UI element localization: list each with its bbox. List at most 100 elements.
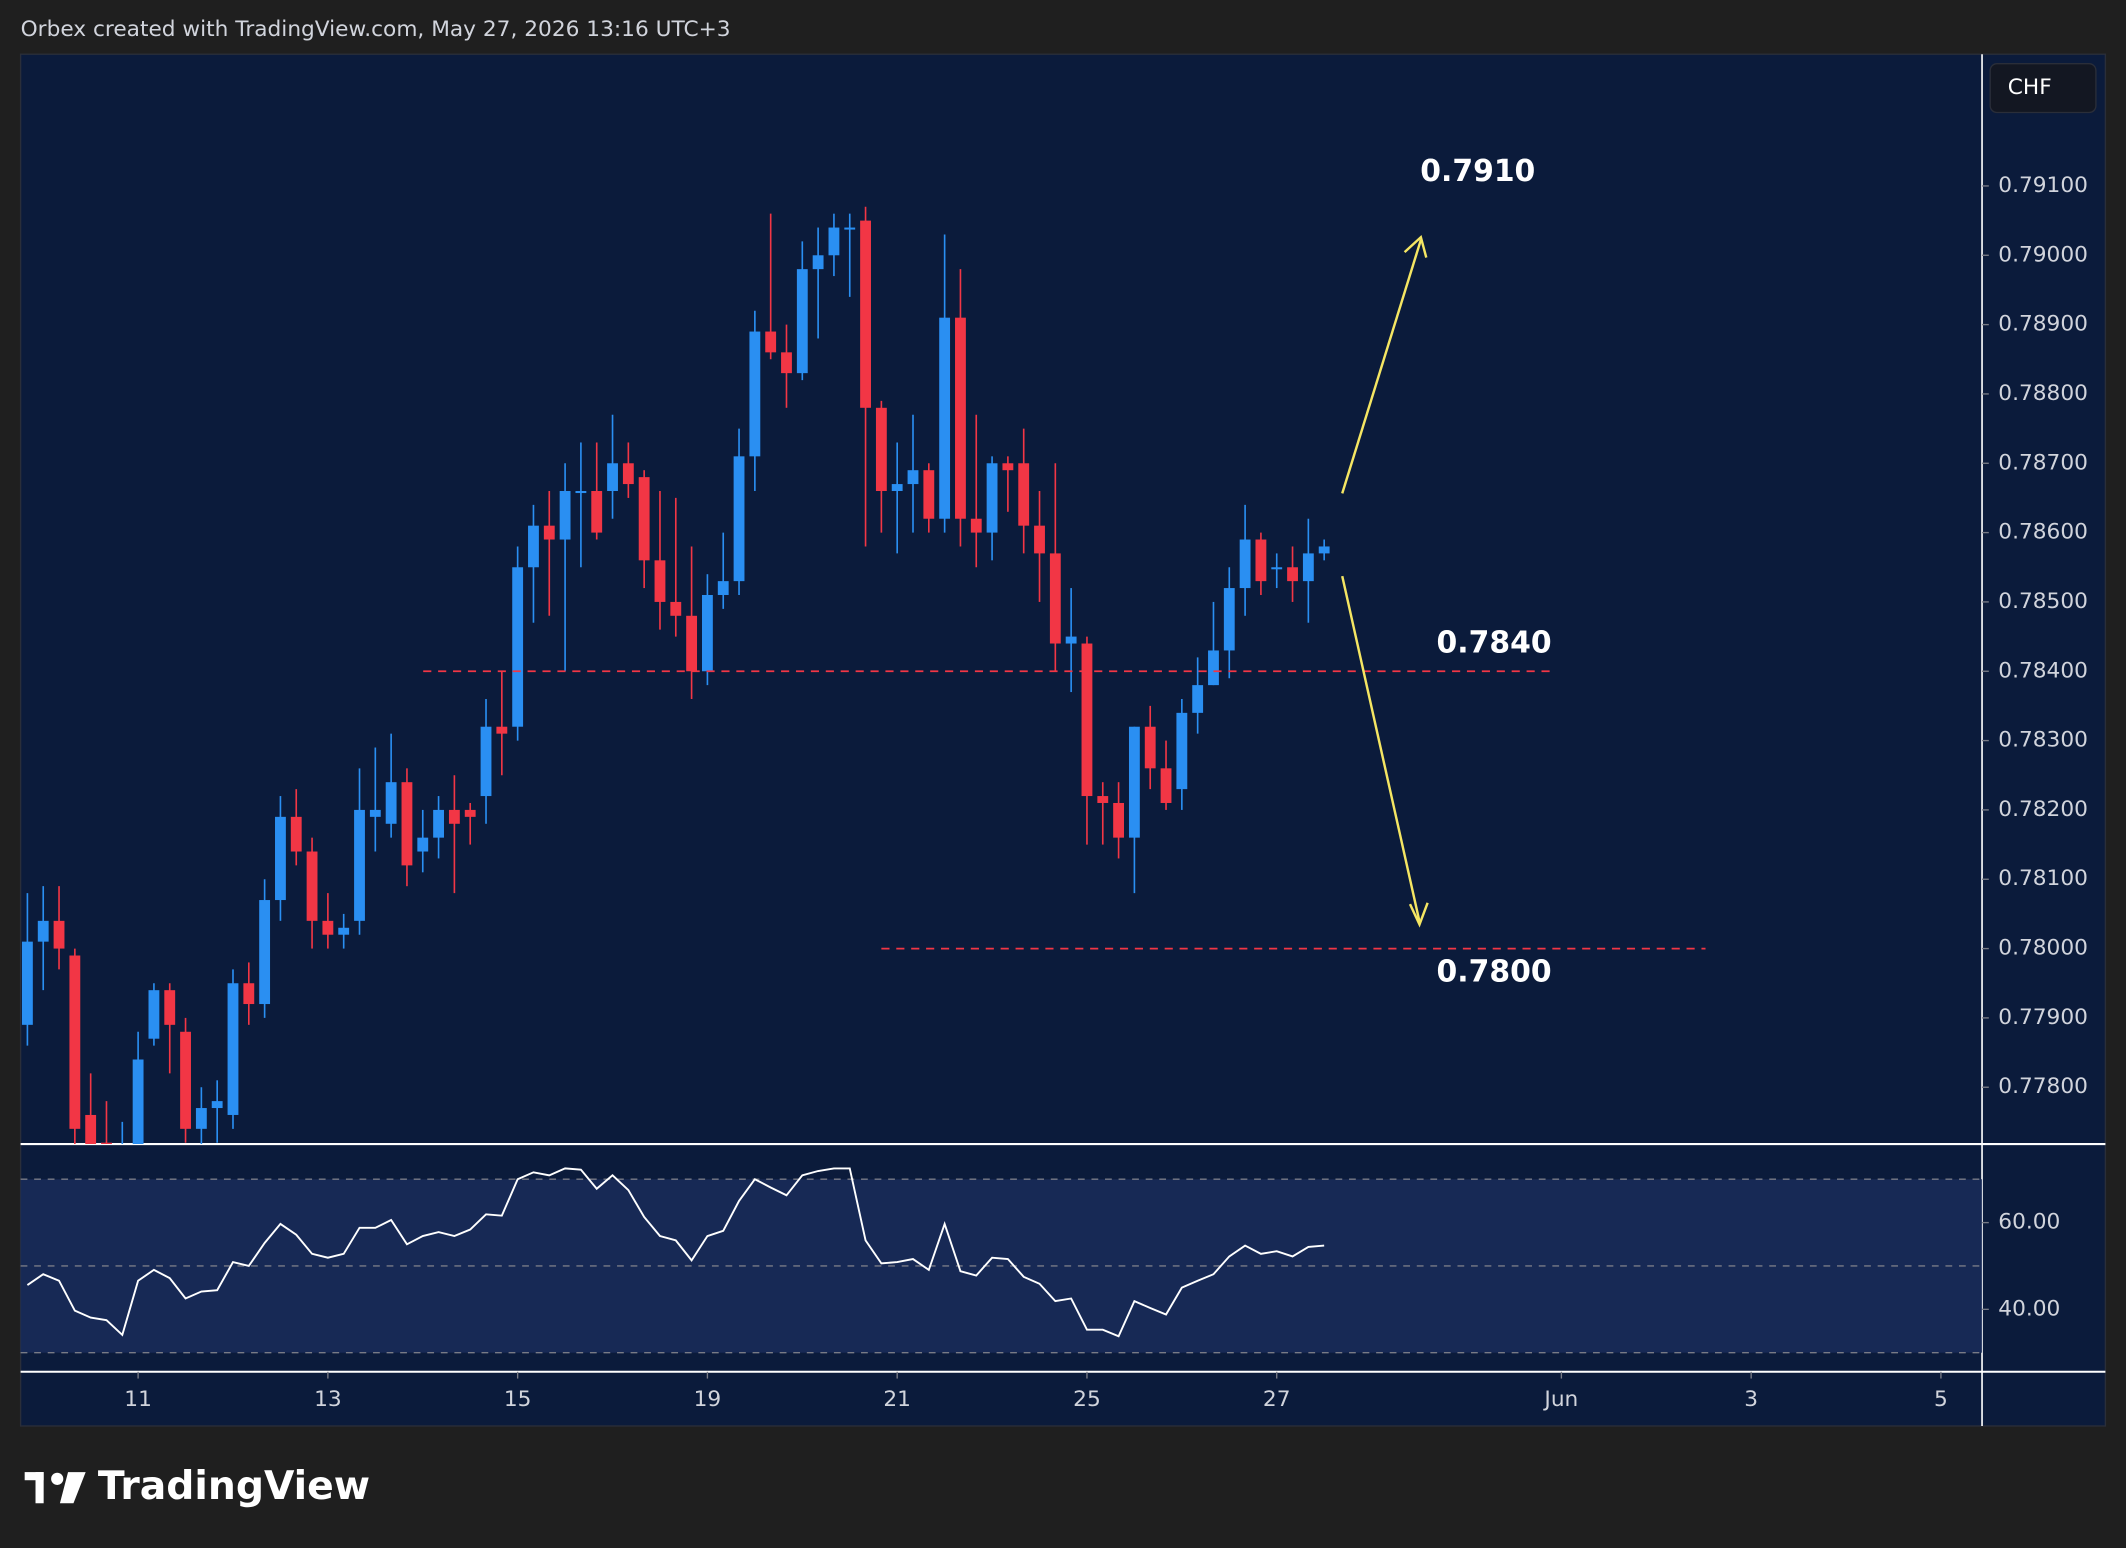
candle-body bbox=[101, 1142, 112, 1145]
logo-part bbox=[59, 1472, 86, 1504]
candle-body bbox=[638, 477, 650, 561]
candle-body bbox=[195, 1108, 207, 1129]
candle-body bbox=[939, 317, 951, 519]
candle-body bbox=[670, 601, 682, 616]
candle-body bbox=[480, 726, 492, 797]
candle-body bbox=[448, 809, 460, 824]
candle-body bbox=[53, 920, 65, 949]
candle-body bbox=[354, 809, 365, 921]
candle-body bbox=[1192, 685, 1204, 713]
candle-body bbox=[306, 851, 318, 921]
candle-body bbox=[733, 456, 745, 582]
candle-body bbox=[227, 983, 239, 1115]
x-tick-label: 15 bbox=[504, 1387, 532, 1412]
candle-body bbox=[417, 837, 429, 852]
annotations: 0.7910 0.7840 0.7800 bbox=[423, 154, 1706, 989]
x-tick-label: 21 bbox=[883, 1387, 911, 1412]
candle-body bbox=[654, 560, 666, 602]
candle-body bbox=[607, 463, 618, 491]
y-tick-label: 0.78400 bbox=[1998, 658, 2088, 683]
rsi-tick-label: 40.00 bbox=[1998, 1296, 2060, 1321]
logo-part bbox=[35, 1472, 44, 1504]
candle-body bbox=[1002, 463, 1014, 471]
candle-body bbox=[1113, 802, 1125, 838]
candle-body bbox=[749, 331, 761, 457]
candle-body bbox=[907, 470, 919, 485]
candle-body bbox=[275, 816, 286, 901]
candle-body bbox=[69, 955, 81, 1129]
candle-body bbox=[148, 990, 160, 1039]
candle-body bbox=[686, 615, 698, 672]
rsi-line bbox=[26, 1167, 1325, 1338]
arrow-down-head bbox=[1408, 902, 1429, 928]
x-tick-label: Jun bbox=[1542, 1387, 1578, 1412]
y-tick-label: 0.78500 bbox=[1998, 589, 2088, 614]
candle-body bbox=[322, 920, 334, 935]
candle-body bbox=[828, 227, 840, 256]
candle-body bbox=[970, 518, 982, 533]
x-tick-label: 11 bbox=[124, 1387, 152, 1412]
x-tick-label: 5 bbox=[1934, 1387, 1948, 1412]
candle-body bbox=[401, 782, 413, 866]
candle-body bbox=[496, 726, 508, 734]
y-tick-label: 0.78900 bbox=[1998, 312, 2088, 337]
y-tick-label: 0.78800 bbox=[1998, 381, 2088, 406]
arrow-up bbox=[1341, 239, 1423, 494]
candle-body bbox=[1128, 726, 1140, 838]
brand-logo bbox=[24, 1472, 86, 1504]
currency-badge[interactable] bbox=[1989, 63, 2097, 114]
arrows bbox=[1341, 234, 1429, 928]
x-tick-label: 19 bbox=[694, 1387, 722, 1412]
x-tick-label: 27 bbox=[1263, 1387, 1291, 1412]
candle-body bbox=[923, 470, 935, 519]
y-tick-label: 0.78300 bbox=[1998, 728, 2088, 753]
y-tick-label: 0.79100 bbox=[1998, 173, 2088, 198]
candle-body bbox=[701, 594, 713, 672]
candle-body bbox=[1176, 712, 1188, 790]
y-tick-label: 0.78600 bbox=[1998, 520, 2088, 545]
candle-body bbox=[21, 941, 33, 1025]
candle-body bbox=[1049, 553, 1061, 644]
candle-body bbox=[1144, 726, 1156, 769]
candle-body bbox=[622, 463, 634, 485]
candle-body bbox=[512, 567, 524, 727]
logo-part bbox=[24, 1472, 44, 1481]
candle-body bbox=[717, 581, 729, 595]
candle-body bbox=[1160, 768, 1172, 803]
header: Orbex created with TradingView.com, May … bbox=[21, 17, 731, 42]
y-tick-label: 0.78100 bbox=[1998, 866, 2088, 891]
candle-body bbox=[781, 352, 792, 374]
candle-body bbox=[765, 331, 777, 353]
arrow-down bbox=[1341, 575, 1421, 923]
candle-body bbox=[290, 816, 302, 852]
candle-body bbox=[243, 983, 255, 1005]
y-tick-label: 0.77900 bbox=[1998, 1005, 2088, 1030]
candle-body bbox=[1034, 525, 1045, 554]
candle-body bbox=[1271, 567, 1283, 570]
currency-label: CHF bbox=[2008, 75, 2052, 100]
level-label: 0.7910 bbox=[1420, 154, 1535, 189]
y-tick-label: 0.78700 bbox=[1998, 450, 2088, 475]
candle-body bbox=[1239, 539, 1251, 589]
candle-body bbox=[844, 227, 856, 230]
candle-body bbox=[211, 1101, 223, 1109]
candle-body bbox=[259, 900, 271, 1005]
candle-body bbox=[85, 1114, 97, 1145]
candle-body bbox=[464, 809, 476, 817]
candle-body bbox=[433, 809, 444, 838]
y-tick-label: 0.78200 bbox=[1998, 797, 2088, 822]
arrow-up-head bbox=[1403, 234, 1428, 258]
candle-body bbox=[1255, 539, 1267, 582]
candle-body bbox=[986, 463, 998, 533]
candle-body bbox=[164, 990, 176, 1025]
candle-body bbox=[1318, 546, 1330, 554]
candle-body bbox=[575, 490, 587, 494]
candle-body bbox=[1081, 643, 1093, 797]
logo-part bbox=[51, 1472, 64, 1485]
y-tick-label: 0.78000 bbox=[1998, 936, 2088, 961]
rsi-tick-label: 60.00 bbox=[1998, 1210, 2060, 1235]
level-label: 0.7840 bbox=[1437, 626, 1552, 661]
candle-body bbox=[1208, 650, 1219, 686]
x-tick-label: 13 bbox=[314, 1387, 342, 1412]
